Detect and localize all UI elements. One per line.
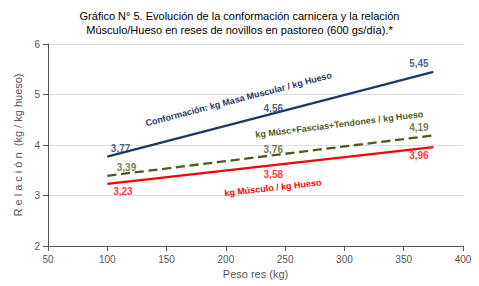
svg-text:4,19: 4,19	[409, 122, 429, 133]
svg-text:Conformación: kg Masa Muscular: Conformación: kg Masa Muscular / kg Hues…	[144, 70, 333, 128]
svg-text:kg Músculo / kg Hueso: kg Músculo / kg Hueso	[224, 177, 323, 198]
svg-text:200: 200	[218, 254, 235, 265]
svg-text:3,58: 3,58	[264, 169, 284, 180]
svg-text:2: 2	[34, 241, 40, 252]
svg-text:3,96: 3,96	[409, 150, 429, 161]
svg-text:150: 150	[158, 254, 175, 265]
svg-text:R e l a c i ó n (kg / kg hues: R e l a c i ó n (kg / kg hueso)	[12, 73, 24, 216]
svg-text:350: 350	[395, 254, 412, 265]
svg-text:3: 3	[34, 190, 40, 201]
svg-text:100: 100	[99, 254, 116, 265]
svg-text:250: 250	[277, 254, 294, 265]
svg-text:50: 50	[42, 254, 54, 265]
svg-text:3,76: 3,76	[264, 144, 284, 155]
svg-text:4: 4	[34, 140, 40, 151]
svg-text:6: 6	[34, 39, 40, 50]
svg-text:3,39: 3,39	[117, 162, 137, 173]
svg-text:3,23: 3,23	[113, 186, 133, 197]
svg-text:400: 400	[455, 254, 472, 265]
svg-text:300: 300	[336, 254, 353, 265]
svg-text:kg Músc+Fascias+Tendones / kg: kg Músc+Fascias+Tendones / kg Hueso	[255, 109, 425, 140]
svg-text:3,77: 3,77	[110, 143, 131, 155]
svg-text:5,45: 5,45	[409, 58, 429, 69]
svg-text:5: 5	[34, 89, 40, 100]
svg-text:Peso res (kg): Peso res (kg)	[223, 268, 288, 280]
svg-text:Músculo/Hueso en reses de novi: Músculo/Hueso en reses de novillos en pa…	[86, 24, 393, 36]
svg-text:4,56: 4,56	[263, 103, 283, 115]
svg-text:Gráfico N° 5. Evolución de la: Gráfico N° 5. Evolución de la conformaci…	[80, 10, 400, 22]
